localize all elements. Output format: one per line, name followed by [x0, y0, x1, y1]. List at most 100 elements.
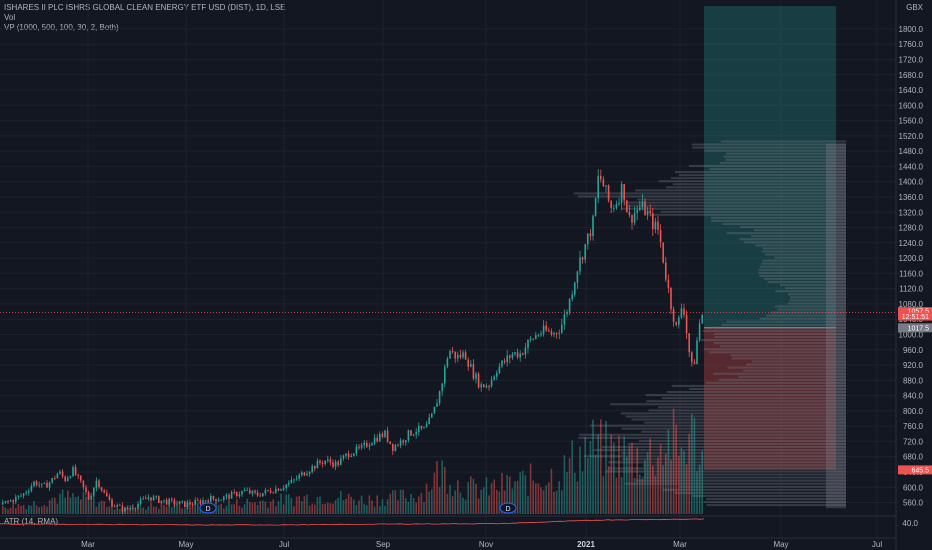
volume-bar: [542, 490, 545, 514]
volume-profile-bar: [725, 158, 846, 161]
volume-bar: [418, 496, 420, 514]
volume-profile-bar: [765, 253, 846, 256]
candle-body: [152, 496, 155, 501]
volume-profile-bar: [775, 305, 846, 308]
volume-profile-bar: [726, 152, 846, 155]
volume-bar: [446, 493, 449, 514]
price-tick-label: 1080.0: [899, 300, 924, 309]
candle-body: [449, 351, 451, 359]
volume-profile-bar: [774, 256, 846, 259]
candle-body: [477, 373, 480, 388]
candle-body: [436, 403, 438, 407]
candle-body: [215, 498, 217, 502]
candle-body: [597, 175, 599, 199]
candle-body: [444, 366, 446, 384]
candle-body: [233, 492, 235, 493]
candle-body: [532, 338, 534, 340]
volume-bar: [69, 497, 72, 514]
candle-body: [220, 499, 222, 501]
volume-bar: [334, 500, 337, 514]
candle-body: [4, 501, 7, 503]
volume-bar: [441, 460, 443, 514]
candle-body: [319, 460, 321, 463]
candle-body: [358, 446, 360, 448]
volume-bar: [636, 447, 638, 514]
volume-bar: [366, 505, 368, 514]
candle-body: [210, 496, 212, 503]
volume-bar: [506, 475, 508, 514]
candle-body: [137, 503, 139, 509]
dividend-marker-circle: [199, 502, 217, 514]
candle-body: [548, 330, 550, 332]
candle-body: [303, 472, 306, 476]
candle-body: [485, 385, 488, 388]
volume-bars: [2, 408, 703, 514]
candle-body: [535, 335, 537, 339]
volume-bar: [659, 444, 662, 514]
candle-body: [399, 440, 402, 446]
candle-body: [87, 492, 90, 500]
candle-body: [529, 338, 532, 341]
candle-body: [298, 474, 300, 479]
volume-bar: [540, 487, 542, 514]
volume-bar: [688, 433, 690, 514]
volume-bar: [329, 503, 332, 514]
volume-bar: [415, 502, 417, 514]
volume-bar: [376, 495, 378, 514]
candle-body: [241, 491, 243, 495]
volume-bar: [524, 474, 527, 514]
price-tick-label: 1160.0: [899, 269, 923, 278]
volume-profile-bar: [627, 204, 846, 207]
candle-body: [355, 446, 358, 454]
candle-body: [129, 508, 131, 510]
candle-body: [324, 460, 326, 464]
volume-profile-bar: [780, 284, 846, 287]
price-tick-label: 1240.0: [899, 239, 924, 248]
volume-bar: [514, 481, 516, 514]
volume-profile-bar: [759, 265, 846, 268]
volume-bar: [28, 504, 30, 514]
volume-bar: [223, 508, 225, 514]
volume-bar: [111, 501, 113, 514]
price-tick-label: 1320.0: [899, 208, 924, 217]
volume-bar: [230, 504, 233, 514]
candle-body: [165, 499, 168, 505]
volume-bar: [100, 500, 103, 514]
volume-bar: [381, 499, 384, 514]
candle-body: [537, 335, 540, 336]
volume-bar: [51, 498, 53, 514]
candle-body: [431, 413, 433, 418]
volume-profile-bar: [761, 262, 846, 265]
volume-bar: [220, 503, 222, 514]
price-tick-label: 1640.0: [899, 86, 924, 95]
candle-body: [350, 455, 352, 457]
volume-bar: [652, 465, 654, 514]
volume-bar: [503, 490, 506, 514]
volume-profile-bar: [624, 482, 846, 485]
candle-body: [498, 366, 501, 373]
volume-bar: [262, 500, 264, 514]
candle-body: [641, 201, 644, 208]
candle-body: [199, 500, 202, 504]
candle-body: [665, 262, 667, 280]
candle-body: [493, 376, 495, 380]
candle-body: [649, 210, 651, 214]
candle-body: [503, 360, 506, 363]
volume-profile-bar: [671, 177, 846, 180]
price-tick-label: 1520.0: [899, 132, 924, 141]
volume-bar: [529, 463, 532, 514]
volume-profile-bar: [608, 461, 846, 464]
volume-bar: [249, 501, 251, 514]
volume-bar: [93, 495, 95, 514]
volume-profile-bar: [631, 418, 846, 421]
candle-body: [116, 505, 118, 507]
volume-bar: [631, 442, 633, 514]
atr-indicator-label: ATR (14, RMA): [4, 517, 59, 526]
volume-bar: [527, 495, 529, 514]
candle-body: [594, 198, 597, 216]
candle-body: [155, 496, 157, 497]
candle-body: [626, 200, 628, 213]
price-tick-label: 1280.0: [899, 224, 924, 233]
volume-bar: [353, 499, 355, 514]
